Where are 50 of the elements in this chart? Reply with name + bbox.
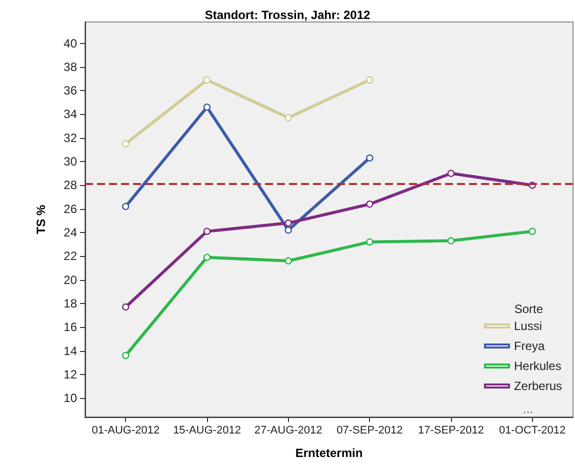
y-tick-label: 30 (64, 154, 78, 169)
point (203, 104, 211, 111)
x-tick-label: 01-AUG-2012 (92, 424, 160, 436)
x-tick-label: 01-OCT-2012 (499, 424, 566, 436)
point (122, 303, 130, 311)
y-tick-label: 32 (64, 130, 78, 145)
point (447, 170, 455, 177)
y-tick-label: 28 (64, 178, 78, 192)
point (284, 226, 292, 234)
legend-label: Herkules (514, 359, 562, 373)
x-tick-label: 15-AUG-2012 (173, 424, 241, 436)
point (528, 228, 536, 235)
y-tick-label: 10 (64, 391, 78, 406)
point (284, 219, 292, 227)
legend-label: Freya (514, 339, 545, 353)
y-tick-label: 12 (64, 367, 78, 382)
y-tick-label: 24 (64, 226, 78, 240)
x-tick-label: 07-SEP-2012 (336, 424, 403, 436)
y-tick-label: 34 (64, 107, 78, 122)
y-axis-title: TS % (34, 204, 48, 234)
point (366, 238, 374, 246)
y-tick-label: 14 (64, 344, 78, 358)
point (366, 200, 374, 208)
y-tick-label: 20 (64, 272, 78, 287)
point (203, 76, 211, 84)
y-tick-label: 16 (64, 320, 78, 334)
point (203, 228, 211, 235)
point (284, 114, 292, 122)
y-tick-label: 18 (64, 296, 78, 310)
legend-label: Zerberus (514, 379, 562, 393)
y-tick-label: 36 (64, 84, 78, 98)
y-tick-label: 26 (64, 202, 78, 216)
y-tick-label: 40 (64, 36, 78, 50)
chart-title: Standort: Trossin, Jahr: 2012 (204, 8, 371, 22)
point (122, 140, 130, 148)
y-tick-label: 38 (64, 60, 78, 74)
legend-title: Sorte (514, 302, 544, 316)
y-tick-label: 22 (64, 249, 78, 264)
x-axis-title: Erntetermin (295, 446, 363, 460)
point (366, 154, 374, 162)
point (122, 352, 130, 360)
point (447, 237, 455, 244)
annotation: ... (523, 402, 534, 416)
legend-label: Lussi (514, 319, 542, 333)
x-tick-label: 17-SEP-2012 (418, 424, 484, 436)
point (284, 257, 292, 264)
point (203, 254, 211, 261)
point (366, 76, 374, 84)
x-tick-label: 27-AUG-2012 (254, 424, 322, 436)
point (122, 202, 130, 210)
